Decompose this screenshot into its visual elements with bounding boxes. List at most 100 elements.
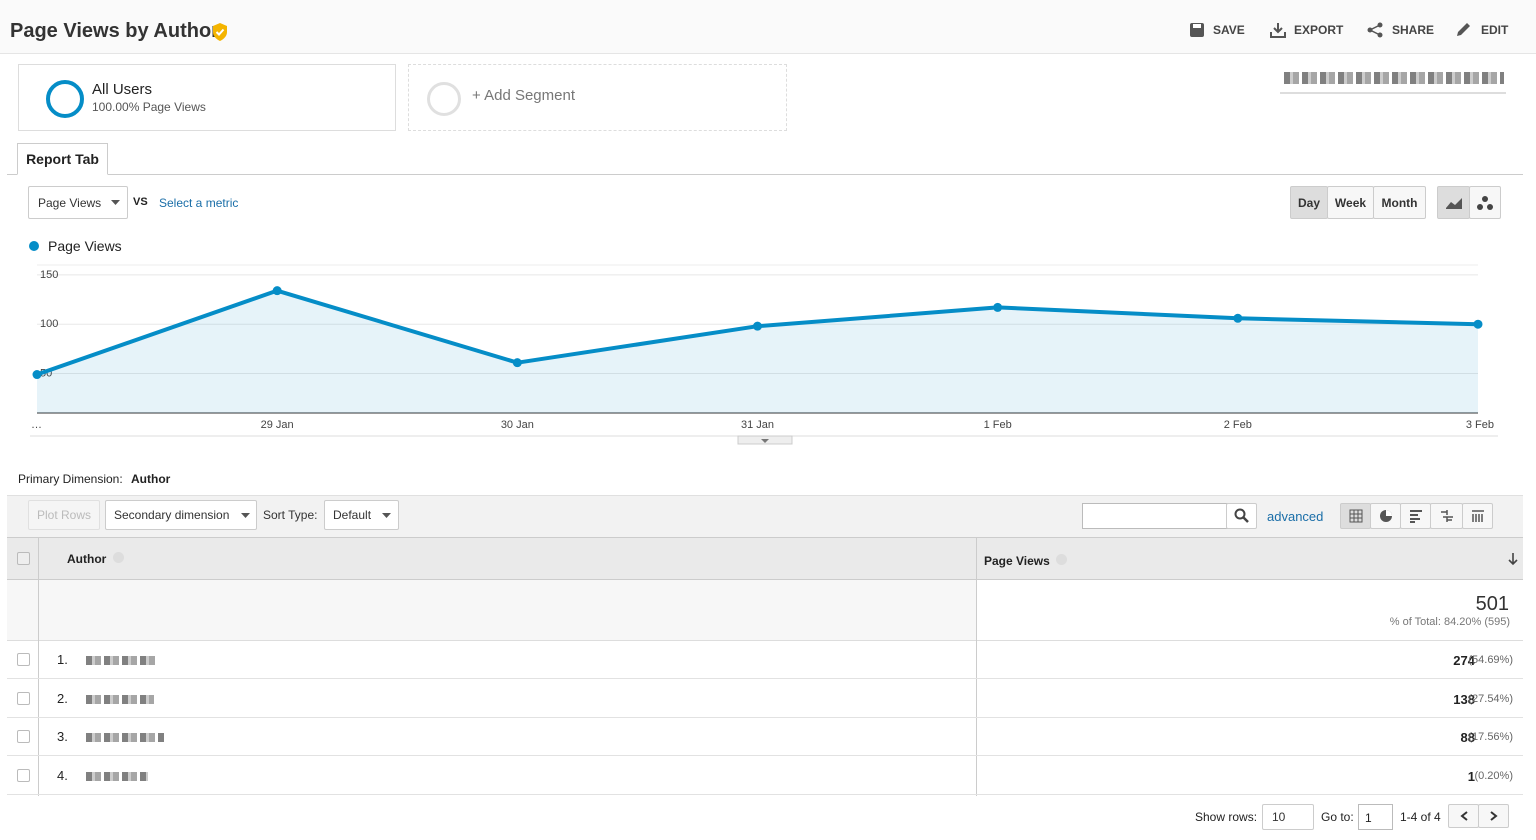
edit-button[interactable]: EDIT: [1455, 22, 1508, 38]
row-rank: 4.: [57, 767, 68, 783]
add-segment-ring: [427, 82, 461, 116]
date-underline: [1280, 92, 1506, 94]
x-tick-label: 2 Feb: [1224, 419, 1252, 431]
area: [37, 290, 1478, 413]
secondary-dimension-label: Secondary dimension: [114, 508, 230, 522]
row-checkbox[interactable]: [17, 653, 30, 666]
prev-page[interactable]: [1448, 804, 1479, 828]
search-input[interactable]: [1082, 503, 1229, 529]
search-button[interactable]: [1226, 503, 1257, 529]
segment-card[interactable]: All Users 100.00% Page Views: [18, 64, 396, 131]
secondary-dimension-dropdown[interactable]: Secondary dimension: [105, 500, 257, 530]
redacted-author: [86, 656, 156, 665]
redacted-author: [86, 733, 164, 742]
column-header[interactable]: Page Views: [984, 554, 1050, 568]
pivot-view-button[interactable]: [1462, 503, 1493, 529]
row-checkbox[interactable]: [17, 691, 30, 705]
redacted-date-range: [1284, 72, 1504, 84]
grid-icon: [1349, 509, 1362, 523]
add-segment-label: + Add Segment: [472, 87, 575, 104]
sort-type-dropdown[interactable]: Default: [324, 500, 399, 530]
show-rows-select[interactable]: 10: [1262, 804, 1314, 830]
table-toolbar: [7, 495, 1523, 538]
select-all-checkbox[interactable]: [17, 552, 30, 565]
report-title: Page Views by Author: [10, 20, 219, 42]
point: [512, 358, 522, 368]
caret: [241, 513, 250, 518]
export-button[interactable]: EXPORT: [1270, 22, 1343, 38]
metric-label: Page Views: [38, 195, 102, 210]
bar-icon: [1409, 510, 1422, 523]
line-chart-button[interactable]: [1437, 186, 1470, 219]
header-bar: [0, 0, 1536, 54]
next-page[interactable]: [1478, 804, 1509, 828]
row-share: (0.20%): [1474, 769, 1513, 782]
row-share: (27.54%): [1468, 692, 1513, 705]
compare-view-button[interactable]: [1430, 503, 1463, 529]
handle-caret: [761, 439, 769, 443]
month-button[interactable]: Month: [1373, 186, 1426, 219]
table-row: 2. 138 (27.54%): [7, 680, 1523, 718]
row-rank: 2.: [57, 690, 68, 706]
row-rank: 1.: [57, 652, 68, 667]
pie-view-button[interactable]: [1370, 503, 1401, 529]
save-label: SAVE: [1213, 23, 1245, 37]
dimension-label: Primary Dimension:: [18, 472, 123, 486]
compare-icon: [1440, 510, 1453, 522]
table-header: [7, 537, 1523, 580]
row-rank: 3.: [57, 729, 68, 744]
row-checkbox[interactable]: [17, 768, 30, 782]
share-button[interactable]: SHARE: [1366, 22, 1434, 38]
totals-cell: [977, 580, 1523, 641]
table-view-button[interactable]: [1340, 503, 1371, 529]
column-divider: [976, 537, 977, 796]
page-range: 1-4 of 4: [1400, 810, 1441, 824]
row-checkbox[interactable]: [17, 730, 30, 743]
share-icon: [1367, 22, 1383, 38]
metric-dropdown[interactable]: Page Views: [28, 186, 128, 219]
advanced-link[interactable]: advanced: [1267, 509, 1324, 524]
plot-rows-button: Plot Rows: [28, 500, 100, 530]
caret: [111, 200, 120, 205]
bar-view-button[interactable]: [1400, 503, 1431, 529]
export-label: EXPORT: [1294, 23, 1344, 37]
sort-arrow: [1508, 553, 1518, 566]
tab-rule: [7, 174, 1523, 175]
legend-swatch: [29, 241, 39, 251]
x-tick-label: 29 Jan: [261, 419, 294, 431]
pie-icon: [1379, 510, 1392, 522]
table-row: 1. 274 (54.69%): [7, 641, 1523, 679]
table-row: 4. 1 (0.20%): [7, 757, 1523, 795]
save-icon: [1190, 23, 1204, 37]
point: [32, 370, 42, 380]
row-value: 138: [1453, 691, 1475, 707]
help-icon[interactable]: [1056, 554, 1067, 565]
week-button[interactable]: Week: [1327, 186, 1374, 219]
row-value: 88: [1460, 730, 1475, 745]
pivot-icon: [1471, 510, 1484, 522]
add-segment[interactable]: + Add Segment: [408, 64, 787, 131]
redacted-author: [86, 771, 148, 781]
day-button[interactable]: Day: [1290, 186, 1328, 219]
next-icon: [1489, 811, 1498, 821]
save-button[interactable]: SAVE: [1189, 22, 1245, 38]
help-icon[interactable]: [113, 552, 124, 563]
motion-chart-button[interactable]: [1469, 186, 1501, 219]
segment-detail: 100.00% Page Views: [92, 100, 206, 114]
dimension-value[interactable]: Author: [131, 472, 171, 486]
report-tab[interactable]: Report Tab: [17, 143, 108, 175]
total-value: 501: [1475, 593, 1509, 615]
redacted-author: [86, 694, 154, 704]
point: [272, 286, 282, 296]
column-header[interactable]: Author: [67, 552, 107, 566]
row-share: (17.56%): [1468, 731, 1513, 743]
x-tick-label: 3 Feb: [1466, 419, 1494, 431]
select-metric-link[interactable]: Select a metric: [159, 196, 239, 210]
goto-input[interactable]: 1: [1358, 804, 1393, 830]
sort-type-value: Default: [333, 508, 372, 522]
x-tick-label: 31 Jan: [741, 419, 774, 431]
show-rows-label: Show rows:: [1195, 810, 1258, 824]
point: [1473, 319, 1483, 329]
